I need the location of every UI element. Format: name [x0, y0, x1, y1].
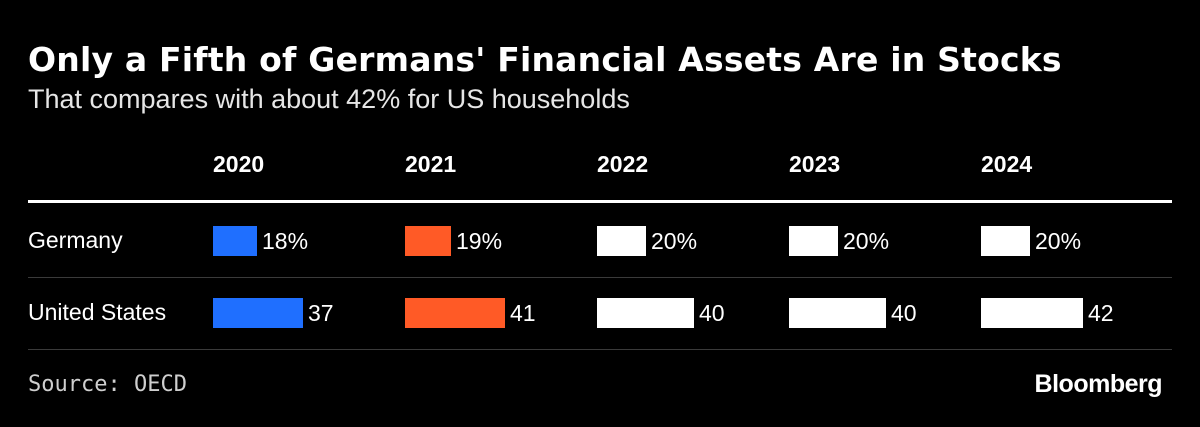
bar-united-states-2023	[789, 298, 886, 328]
column-header-2022: 2022	[597, 151, 648, 177]
chart-title: Only a Fifth of Germans' Financial Asset…	[28, 40, 1062, 79]
value-label-germany-2023: 20%	[843, 228, 889, 254]
bar-united-states-2021	[405, 298, 505, 328]
bar-united-states-2024	[981, 298, 1083, 328]
source-note: Source: OECD	[28, 372, 187, 397]
value-label-germany-2022: 20%	[651, 228, 697, 254]
row-label-united-states: United States	[28, 299, 166, 325]
value-label-germany-2021: 19%	[456, 228, 502, 254]
bar-united-states-2022	[597, 298, 694, 328]
row-label-germany: Germany	[28, 227, 123, 253]
column-header-2021: 2021	[405, 151, 456, 177]
value-label-germany-2024: 20%	[1035, 228, 1081, 254]
bar-germany-2020	[213, 226, 257, 256]
bar-germany-2024	[981, 226, 1030, 256]
chart-subtitle: That compares with about 42% for US hous…	[28, 84, 630, 114]
table-chart: 2020 2021 2022 2023 2024 Germany 18% 19% 20% 20% 2…	[28, 151, 1172, 350]
column-header-2020: 2020	[213, 151, 264, 177]
value-label-united-states-2021: 41	[510, 300, 536, 326]
value-label-united-states-2024: 42	[1088, 300, 1114, 326]
bar-germany-2023	[789, 226, 838, 256]
bar-germany-2022	[597, 226, 646, 256]
column-header-2023: 2023	[789, 151, 840, 177]
value-label-united-states-2020: 37	[308, 300, 334, 326]
column-header-2024: 2024	[981, 151, 1032, 177]
bar-united-states-2020	[213, 298, 303, 328]
value-label-united-states-2022: 40	[699, 300, 725, 326]
value-label-germany-2020: 18%	[262, 228, 308, 254]
header-rule	[28, 200, 1172, 203]
value-label-united-states-2023: 40	[891, 300, 917, 326]
bar-germany-2021	[405, 226, 451, 256]
row-divider-germany	[28, 277, 1172, 278]
bloomberg-logo: Bloomberg	[1034, 370, 1163, 398]
row-divider-united-states	[28, 349, 1172, 350]
